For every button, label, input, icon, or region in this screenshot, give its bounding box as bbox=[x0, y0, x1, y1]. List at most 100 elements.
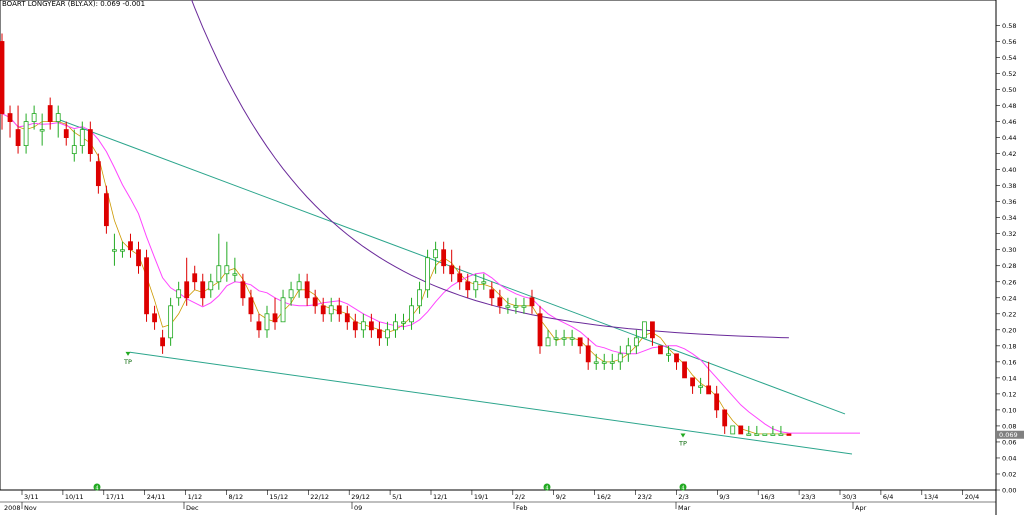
candle-body bbox=[216, 265, 222, 283]
month-label: Dec bbox=[186, 504, 199, 512]
candle-body bbox=[433, 249, 439, 259]
candle-body bbox=[368, 321, 374, 331]
candle-body bbox=[296, 281, 302, 291]
y-tick-label: 0.22 bbox=[1002, 310, 1016, 318]
candle-body bbox=[401, 321, 406, 324]
candle-body bbox=[585, 345, 591, 363]
candle-body bbox=[63, 129, 69, 138]
candle-body bbox=[7, 113, 13, 122]
candle-body bbox=[577, 337, 583, 347]
candle-body bbox=[15, 129, 21, 147]
y-tick-label: 0.00 bbox=[1002, 487, 1016, 495]
y-tick-label: 0.32 bbox=[1002, 230, 1016, 238]
candle-body bbox=[288, 289, 294, 299]
candle-body bbox=[409, 305, 414, 323]
candle-body bbox=[112, 249, 117, 252]
candle-body bbox=[489, 289, 495, 299]
month-label: Mar bbox=[678, 504, 691, 512]
candle-body bbox=[23, 121, 29, 147]
candle-body bbox=[706, 385, 712, 395]
y-tick-label: 0.38 bbox=[1002, 182, 1016, 190]
candle-body bbox=[184, 281, 190, 299]
y-tick-label: 0.26 bbox=[1002, 278, 1016, 286]
candle-body bbox=[722, 409, 728, 427]
event-marker-label: 4 bbox=[681, 486, 684, 492]
candle-body bbox=[304, 281, 310, 299]
x-tick-label: 29/12 bbox=[351, 493, 370, 501]
candle-body bbox=[320, 305, 326, 315]
candle-body bbox=[545, 337, 551, 347]
candle-body bbox=[168, 305, 174, 339]
candle-body bbox=[272, 313, 278, 323]
month-label: 2008 bbox=[4, 504, 21, 512]
candle-body bbox=[224, 265, 230, 275]
candle-body bbox=[264, 313, 270, 331]
candle-body bbox=[770, 433, 776, 436]
x-tick-label: 16/3 bbox=[760, 493, 775, 501]
candle-body bbox=[39, 129, 45, 132]
candle-body bbox=[497, 297, 503, 307]
candle-body bbox=[730, 425, 736, 435]
candle-body bbox=[465, 281, 471, 291]
candle-body bbox=[208, 281, 214, 291]
candle-body bbox=[377, 329, 382, 339]
x-tick-label: 13/4 bbox=[924, 493, 939, 501]
y-tick-label: 0.42 bbox=[1002, 150, 1016, 158]
x-tick-label: 10/11 bbox=[65, 493, 84, 501]
y-tick-label: 0.16 bbox=[1002, 358, 1016, 366]
candle-body bbox=[232, 273, 238, 276]
x-tick-label: 5/1 bbox=[392, 493, 402, 501]
candle-body bbox=[71, 145, 77, 155]
candle-body bbox=[103, 193, 109, 227]
price-label-box bbox=[997, 430, 1024, 439]
candle-body bbox=[513, 305, 519, 308]
candle-body bbox=[240, 281, 246, 299]
candle-body bbox=[312, 297, 318, 307]
x-tick-label: 17/11 bbox=[106, 493, 125, 501]
month-label: 09 bbox=[354, 504, 362, 512]
candle-body bbox=[473, 281, 479, 291]
y-tick-label: 0.54 bbox=[1002, 54, 1016, 62]
x-tick-label: 16/2 bbox=[597, 493, 612, 501]
candle-body bbox=[256, 321, 262, 331]
candle-body bbox=[625, 345, 631, 355]
candle-body bbox=[569, 337, 575, 340]
date-axis: 3/11 10/11 17/11 24/11 1/12 8/12 15/12 22/12 29/… bbox=[0, 483, 996, 512]
event-marker bbox=[679, 483, 687, 491]
y-tick-label: 0.06 bbox=[1002, 438, 1016, 446]
candle-body bbox=[529, 297, 535, 307]
candle-body bbox=[537, 313, 543, 347]
x-tick-label: 15/12 bbox=[269, 493, 288, 501]
x-tick-label: 9/3 bbox=[719, 493, 729, 501]
candle-body bbox=[192, 273, 198, 283]
candle-body bbox=[521, 305, 527, 308]
candle-body bbox=[698, 385, 704, 388]
candle-body bbox=[449, 265, 455, 275]
x-tick-label: 12/1 bbox=[433, 493, 448, 501]
event-marker bbox=[93, 483, 101, 491]
tp-arrow-icon bbox=[125, 351, 131, 356]
y-tick-label: 0.48 bbox=[1002, 102, 1016, 110]
candle-body bbox=[31, 113, 37, 122]
candle-body bbox=[336, 305, 342, 315]
candle-body bbox=[248, 297, 254, 315]
candle-body bbox=[160, 337, 166, 347]
y-tick-label: 0.52 bbox=[1002, 70, 1016, 78]
y-tick-label: 0.30 bbox=[1002, 246, 1016, 254]
candle-body bbox=[778, 433, 784, 436]
month-label: Nov bbox=[24, 504, 37, 512]
y-tick-label: 0.28 bbox=[1002, 262, 1016, 270]
candle-body bbox=[642, 321, 647, 339]
tp-annotation: TP bbox=[123, 358, 132, 366]
candle-body bbox=[658, 345, 663, 355]
candle-body bbox=[120, 249, 125, 252]
candle-body bbox=[417, 289, 422, 307]
y-tick-label: 0.36 bbox=[1002, 198, 1016, 206]
price-label: 0.069 bbox=[999, 431, 1018, 439]
candle-body bbox=[505, 305, 511, 308]
candle-body bbox=[352, 321, 358, 331]
candle-body bbox=[786, 433, 792, 436]
y-tick-label: 0.24 bbox=[1002, 294, 1016, 302]
y-tick-label: 0.12 bbox=[1002, 390, 1016, 398]
y-tick-label: 0.34 bbox=[1002, 214, 1016, 222]
